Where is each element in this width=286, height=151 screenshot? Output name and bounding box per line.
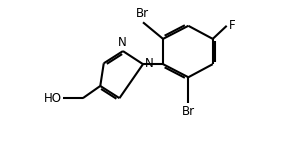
Text: N: N bbox=[145, 57, 154, 70]
Text: HO: HO bbox=[43, 92, 61, 105]
Text: Br: Br bbox=[182, 105, 195, 118]
Text: F: F bbox=[229, 19, 235, 32]
Text: N: N bbox=[118, 36, 126, 49]
Text: Br: Br bbox=[136, 7, 149, 20]
